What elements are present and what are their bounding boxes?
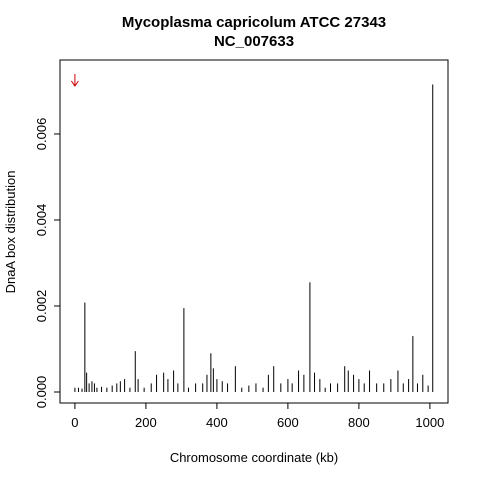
x-tick-label: 200 bbox=[135, 415, 157, 430]
y-axis-label: DnaA box distribution bbox=[3, 171, 18, 294]
x-tick-label: 800 bbox=[348, 415, 370, 430]
x-tick-label: 600 bbox=[277, 415, 299, 430]
y-tick-label: 0.004 bbox=[34, 204, 49, 237]
origin-arrow bbox=[70, 74, 79, 87]
x-axis-label: Chromosome coordinate (kb) bbox=[170, 450, 338, 465]
chart-subtitle: NC_007633 bbox=[214, 33, 294, 50]
y-tick-label: 0.000 bbox=[34, 376, 49, 409]
y-tick-label: 0.002 bbox=[34, 290, 49, 323]
plot-frame bbox=[59, 59, 449, 404]
x-tick-label: 1000 bbox=[415, 415, 444, 430]
chart-title: Mycoplasma capricolum ATCC 27343 bbox=[122, 14, 386, 31]
x-tick-label: 400 bbox=[206, 415, 228, 430]
x-tick-label: 0 bbox=[71, 415, 78, 430]
y-tick-label: 0.006 bbox=[34, 118, 49, 151]
